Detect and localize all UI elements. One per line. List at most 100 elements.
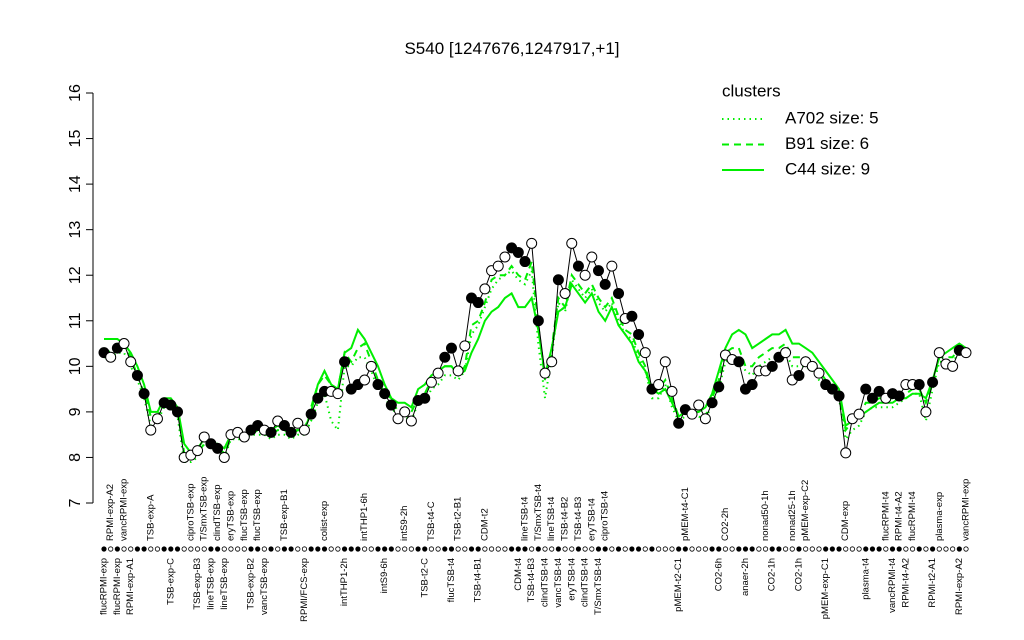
sample-dot bbox=[442, 546, 448, 552]
sample-point bbox=[519, 256, 531, 268]
sample-point bbox=[599, 278, 611, 290]
x-tick-label-top: lineTSB-t4 bbox=[519, 497, 530, 541]
sample-dot bbox=[929, 546, 936, 552]
sample-point bbox=[780, 347, 792, 359]
x-tick-label-bottom: TSB-exp-B3 bbox=[192, 558, 203, 610]
sample-dot bbox=[362, 546, 368, 552]
sample-dot bbox=[736, 546, 742, 552]
sample-dot bbox=[615, 546, 622, 552]
sample-dot bbox=[796, 546, 802, 552]
sample-dot bbox=[682, 546, 688, 552]
sample-point bbox=[479, 283, 491, 295]
sample-dot bbox=[535, 546, 541, 552]
sample-point bbox=[826, 383, 838, 395]
sample-point bbox=[546, 356, 558, 368]
x-tick-label-top: vancRPMI-exp bbox=[119, 479, 130, 541]
sample-dot bbox=[589, 546, 595, 552]
sample-point bbox=[532, 315, 544, 327]
sample-dot bbox=[201, 546, 207, 552]
sample-point bbox=[499, 251, 511, 263]
sample-dot bbox=[275, 546, 281, 552]
sample-dot bbox=[856, 546, 862, 552]
sample-point bbox=[212, 442, 224, 454]
sample-dot bbox=[301, 546, 308, 552]
x-tick-label-bottom: RPMI-exp-A1 bbox=[125, 558, 136, 615]
x-tick-label-top: ciproTSB-t4 bbox=[600, 491, 611, 541]
sample-point bbox=[706, 397, 718, 409]
sample-point bbox=[399, 406, 411, 418]
sample-dot bbox=[722, 546, 729, 552]
sample-dot bbox=[101, 546, 107, 552]
sample-point bbox=[613, 287, 625, 299]
sample-dot bbox=[950, 546, 956, 552]
sample-point bbox=[459, 340, 471, 352]
sample-dot bbox=[829, 546, 835, 552]
sample-point bbox=[118, 338, 130, 350]
sample-point bbox=[833, 390, 845, 402]
sample-point bbox=[860, 383, 872, 395]
legend-title: clusters bbox=[722, 81, 781, 100]
sample-dot bbox=[956, 546, 962, 552]
y-tick-label: 16 bbox=[67, 84, 84, 102]
sample-point bbox=[392, 413, 404, 425]
sample-point bbox=[432, 367, 444, 379]
sample-dot bbox=[375, 546, 381, 552]
sample-dot bbox=[809, 546, 815, 552]
x-tick-label-top: eryTSB-t4 bbox=[586, 498, 597, 541]
x-tick-label-bottom: RPMI-exp-A2 bbox=[954, 558, 965, 615]
sample-point bbox=[572, 260, 584, 272]
sample-dot bbox=[395, 546, 401, 552]
sample-point bbox=[278, 420, 290, 432]
sample-dot bbox=[261, 546, 267, 552]
sample-point bbox=[793, 369, 805, 381]
sample-point bbox=[639, 347, 651, 359]
sample-dot bbox=[776, 546, 782, 552]
sample-point bbox=[238, 431, 250, 443]
sample-dot bbox=[883, 546, 889, 552]
sample-dot bbox=[789, 546, 795, 552]
x-tick-label-bottom: CO2-1h bbox=[793, 558, 804, 591]
y-tick-label: 8 bbox=[67, 453, 84, 462]
y-tick-label: 10 bbox=[67, 357, 84, 375]
legend-label: C44 size: 9 bbox=[785, 159, 870, 178]
sample-dot bbox=[863, 546, 869, 552]
x-tick-label-bottom: TSB-t4-B3 bbox=[526, 558, 537, 602]
x-tick-label-top: nonad25-1h bbox=[787, 490, 798, 541]
sample-point bbox=[332, 388, 344, 400]
x-tick-label-top: TSB-t4-B2 bbox=[560, 497, 571, 541]
x-tick-label-bottom: vancRPMI-t4 bbox=[887, 558, 898, 613]
sample-dot bbox=[422, 546, 428, 552]
sample-dot bbox=[816, 546, 822, 552]
sample-dot bbox=[408, 546, 414, 552]
sample-dot bbox=[174, 546, 181, 552]
sample-dot bbox=[341, 546, 348, 552]
sample-dot bbox=[468, 546, 475, 552]
sample-dot bbox=[448, 546, 455, 552]
x-tick-label-top: nonad50-1h bbox=[760, 490, 771, 541]
x-tick-label-bottom: clindTSB-t4 bbox=[540, 558, 551, 607]
sample-dot bbox=[108, 546, 114, 552]
sample-dot bbox=[368, 546, 374, 552]
sample-dot bbox=[388, 546, 394, 552]
sample-dot bbox=[869, 546, 876, 552]
sample-dot bbox=[161, 546, 167, 552]
sample-point bbox=[559, 287, 571, 299]
sample-point bbox=[853, 408, 865, 420]
sample-point bbox=[746, 379, 758, 391]
x-tick-label-top: T/SmxTSB-exp bbox=[199, 477, 210, 541]
sample-dot bbox=[936, 546, 942, 552]
x-tick-label-bottom: flucRPMI-exp bbox=[99, 558, 110, 615]
x-tick-label-top: eryTSB-exp bbox=[225, 491, 236, 541]
x-tick-label-bottom: RPMI/FCS-exp bbox=[299, 558, 310, 622]
x-tick-label-bottom: intTHP1-2h bbox=[339, 558, 350, 606]
sample-point bbox=[947, 360, 959, 372]
sample-dot bbox=[849, 546, 856, 552]
x-tick-label-top: intTHP1-6h bbox=[359, 493, 370, 541]
sample-dot bbox=[208, 546, 214, 552]
sample-dot bbox=[549, 546, 555, 552]
sample-dot bbox=[295, 546, 301, 552]
x-tick-label-bottom: eryTSB-t4 bbox=[566, 558, 577, 601]
sample-point bbox=[512, 246, 524, 258]
legend-label: A702 size: 5 bbox=[785, 108, 879, 127]
sample-dot bbox=[649, 546, 655, 552]
